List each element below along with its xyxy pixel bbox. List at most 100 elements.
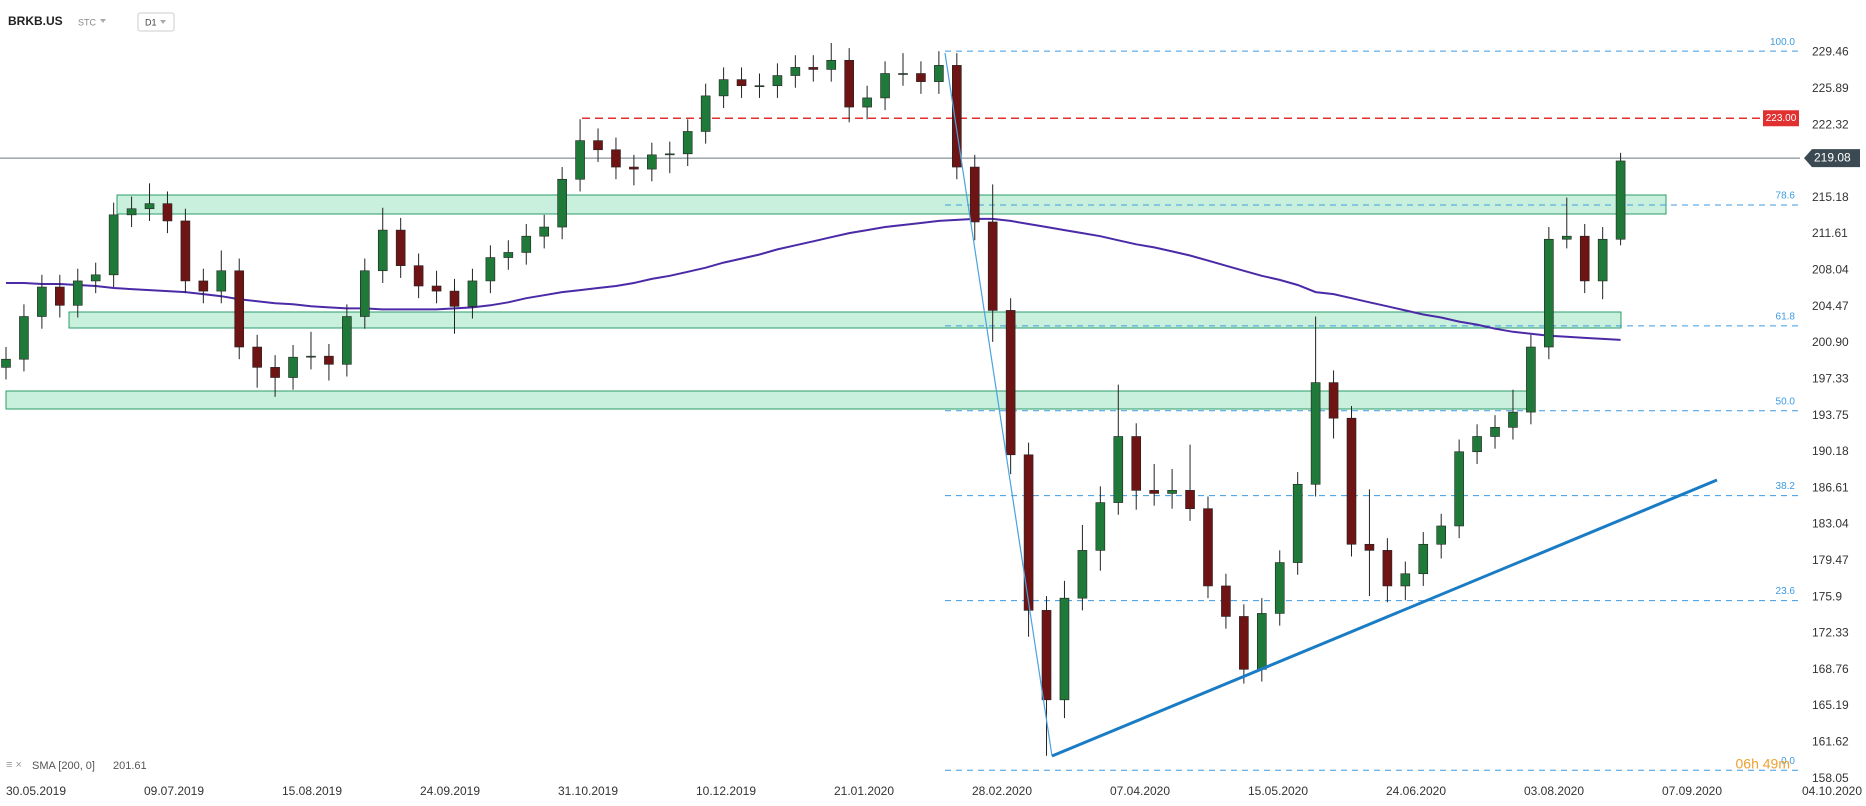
candle-body — [557, 178, 567, 228]
candle-body — [1364, 543, 1375, 551]
y-tick-label: 186.61 — [1812, 480, 1849, 494]
candle-body — [647, 154, 657, 170]
candle-body — [1, 358, 11, 368]
candle-body — [1095, 502, 1106, 551]
last-price-label-box — [1804, 149, 1860, 168]
y-tick-label: 165.19 — [1812, 698, 1849, 712]
candle-body — [1382, 550, 1393, 587]
candle-body — [19, 316, 29, 360]
level-lines: 100.0 78.6 61.8 50.0 38.2 23.6 0.0 223.00 219.08 — [0, 37, 1860, 771]
x-tick-label: 31.10.2019 — [558, 784, 618, 798]
x-tick-label: 15.08.2019 — [282, 784, 342, 798]
candle-body — [55, 286, 65, 306]
interval-box[interactable] — [137, 12, 175, 32]
y-tick-label: 175.9 — [1812, 589, 1842, 603]
candle-body — [1454, 451, 1464, 527]
countdown: 06h 49m — [1736, 756, 1790, 772]
y-tick-label: 168.76 — [1812, 662, 1849, 676]
candle-body — [880, 73, 890, 99]
y-tick-label: 204.47 — [1812, 299, 1849, 313]
candle-body — [611, 149, 621, 168]
candle-body — [1149, 490, 1159, 494]
candle-body — [485, 257, 496, 282]
fib-swing-line — [944, 52, 1053, 757]
candle-body — [377, 229, 388, 272]
candle-body — [934, 65, 944, 82]
candle-body — [1346, 417, 1357, 545]
zone — [116, 194, 1667, 215]
candle-body — [593, 140, 603, 151]
fib-level-label: 0.0 — [1781, 756, 1795, 767]
indicator-value: 201.61 — [113, 760, 147, 772]
candle-body — [1544, 238, 1554, 348]
y-tick-label: 183.04 — [1812, 517, 1849, 531]
y-tick-label: 179.47 — [1812, 553, 1849, 567]
y-tick-label: 208.04 — [1812, 263, 1849, 277]
x-tick-label: 07.09.2020 — [1662, 784, 1722, 798]
candle-body — [539, 226, 550, 237]
candle-body — [1579, 235, 1590, 282]
x-tick-label: 10.12.2019 — [696, 784, 756, 798]
candle-body — [467, 280, 478, 307]
candle-body — [1508, 411, 1518, 428]
y-tick-label: 222.32 — [1812, 117, 1849, 131]
candle-body — [1436, 525, 1446, 545]
x-tick-label: 04.10.2020 — [1802, 784, 1862, 798]
resistance-label: 223.00 — [1766, 113, 1797, 124]
candle-body — [1005, 310, 1016, 456]
interval[interactable]: D1 — [145, 17, 157, 27]
dropdown-arrow[interactable] — [100, 19, 106, 23]
candle-body — [324, 355, 334, 365]
candle-body — [1310, 382, 1321, 485]
symbol: BRKB.US — [8, 14, 63, 28]
resistance-label-box — [1763, 110, 1799, 127]
candle-body — [395, 229, 406, 266]
fib-level-label: 38.2 — [1776, 481, 1796, 492]
candle-body — [700, 95, 711, 132]
candle-body — [198, 280, 209, 292]
candle-body — [629, 166, 639, 170]
candle-body — [180, 220, 191, 282]
candle-body — [144, 203, 155, 210]
x-tick-label: 15.05.2020 — [1248, 784, 1308, 798]
fib-level-label: 100.0 — [1770, 37, 1795, 48]
candle-body — [1526, 346, 1536, 413]
candle-body — [252, 346, 262, 368]
candle-body — [90, 274, 101, 282]
y-tick-label: 197.33 — [1812, 371, 1849, 385]
y-tick-label: 211.61 — [1812, 226, 1848, 240]
indicator-icon[interactable]: ≡ × — [6, 759, 22, 771]
candle-body — [1257, 613, 1267, 670]
candle-body — [1615, 160, 1626, 240]
x-tick-label: 30.05.2019 — [6, 784, 66, 798]
y-tick-label: 229.46 — [1812, 45, 1849, 59]
candle-body — [1023, 454, 1034, 611]
candle-body — [1203, 508, 1213, 587]
fib-level-label: 23.6 — [1776, 586, 1796, 597]
source[interactable]: STC — [78, 17, 97, 27]
candle-body — [306, 355, 316, 358]
candle-body — [503, 252, 514, 258]
candle-body — [1561, 235, 1572, 240]
indicator-name: SMA [200, 0] — [32, 760, 95, 772]
x-tick-label: 28.02.2020 — [972, 784, 1032, 798]
fib-level-label: 61.8 — [1776, 311, 1796, 322]
y-tick-label: 158.05 — [1812, 771, 1849, 785]
candle-body — [234, 270, 245, 348]
candle-body — [108, 214, 119, 276]
candle-body — [1274, 562, 1285, 614]
candle-body — [1131, 436, 1142, 491]
candle-body — [126, 208, 137, 216]
candles — [1, 43, 1626, 756]
candle-body — [1113, 436, 1124, 503]
y-tick-label: 215.18 — [1812, 190, 1849, 204]
candle-body — [1167, 490, 1177, 494]
candle-body — [162, 203, 173, 222]
dropdown-arrow[interactable] — [160, 20, 166, 24]
candle-body — [718, 79, 729, 97]
candle-body — [898, 73, 908, 75]
y-tick-label: 190.18 — [1812, 444, 1849, 458]
candle-body — [1328, 382, 1339, 419]
x-tick-label: 07.04.2020 — [1110, 784, 1170, 798]
